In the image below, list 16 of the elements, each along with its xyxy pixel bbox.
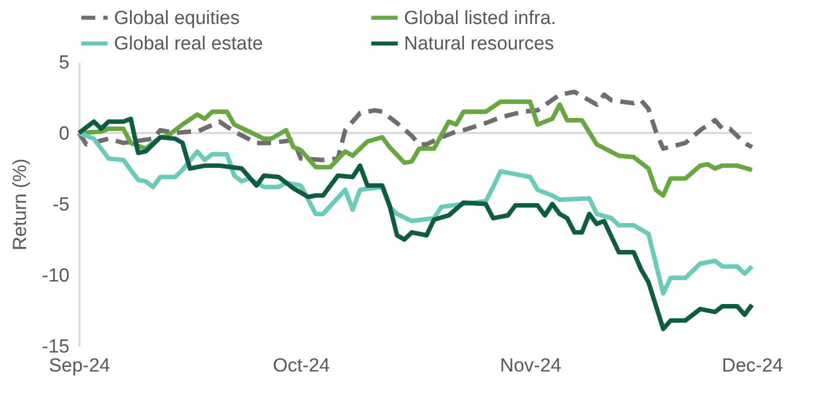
- x-tick-label: Sep-24: [48, 356, 111, 376]
- y-axis-title: Return (%): [10, 158, 32, 250]
- y-tick-label: 5: [58, 52, 70, 74]
- legend-label: Natural resources: [404, 34, 554, 54]
- y-tick-label: -10: [42, 266, 70, 286]
- line-series: [76, 116, 754, 332]
- x-tick-label: Nov-24: [500, 356, 562, 376]
- legend-label: Global listed infra.: [404, 8, 556, 29]
- legend-label: Global real estate: [114, 34, 263, 54]
- legend-label: Global equities: [114, 8, 240, 29]
- y-tick-label: -15: [42, 336, 70, 358]
- line-series: [76, 90, 754, 162]
- y-tick-label: 0: [58, 124, 70, 144]
- y-tick-label: -5: [52, 194, 70, 216]
- x-tick-label: Oct-24: [272, 356, 330, 376]
- x-tick-label: Dec-24: [722, 356, 784, 376]
